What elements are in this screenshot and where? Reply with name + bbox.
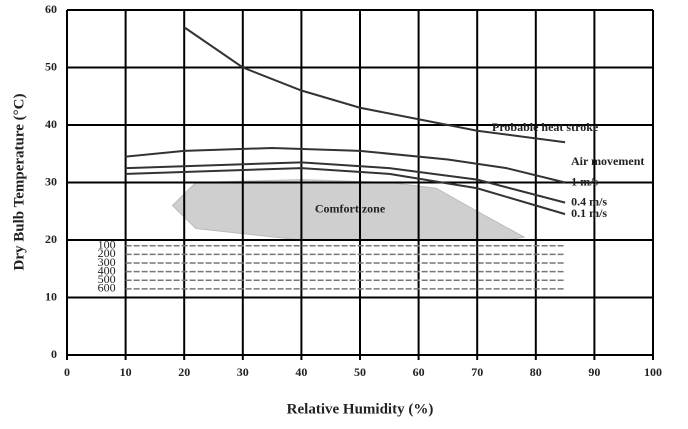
y-tick-label: 30 — [45, 174, 57, 188]
annotation: Air movement — [571, 154, 644, 168]
x-tick-label: 60 — [413, 365, 425, 379]
comfort-zone-label: Comfort zone — [315, 201, 386, 215]
x-tick-label: 0 — [64, 365, 70, 379]
x-tick-label: 70 — [471, 365, 483, 379]
series-label: 1 m/s — [571, 174, 598, 188]
x-tick-label: 100 — [644, 365, 662, 379]
series-label: 300 — [98, 255, 116, 269]
series-label: Probable heat stroke — [492, 120, 599, 134]
series-label: 200 — [98, 246, 116, 260]
x-tick-label: 30 — [237, 365, 249, 379]
y-tick-label: 50 — [45, 59, 57, 73]
x-tick-label: 50 — [354, 365, 366, 379]
y-axis-title: Dry Bulb Temperature (°C) — [11, 94, 27, 271]
x-axis-title: Relative Humidity (%) — [287, 401, 434, 417]
x-tick-label: 80 — [530, 365, 542, 379]
x-tick-label: 90 — [588, 365, 600, 379]
series-label: 100 — [98, 238, 116, 252]
y-tick-label: 10 — [45, 289, 57, 303]
line — [183, 26, 566, 144]
series-label: 0.1 m/s — [571, 206, 607, 220]
y-tick-label: 20 — [45, 232, 57, 246]
y-tick-label: 40 — [45, 117, 57, 131]
y-tick-label: 0 — [51, 347, 57, 361]
series-label: 0.4 m/s — [571, 194, 607, 208]
x-tick-label: 10 — [120, 365, 132, 379]
line — [125, 167, 566, 216]
line — [125, 146, 566, 184]
x-tick-label: 20 — [178, 365, 190, 379]
series-label: 600 — [98, 281, 116, 295]
series-label: 400 — [98, 263, 116, 277]
line — [125, 161, 566, 204]
series-label: 500 — [98, 272, 116, 286]
x-tick-label: 40 — [295, 365, 307, 379]
y-tick-label: 60 — [45, 2, 57, 16]
